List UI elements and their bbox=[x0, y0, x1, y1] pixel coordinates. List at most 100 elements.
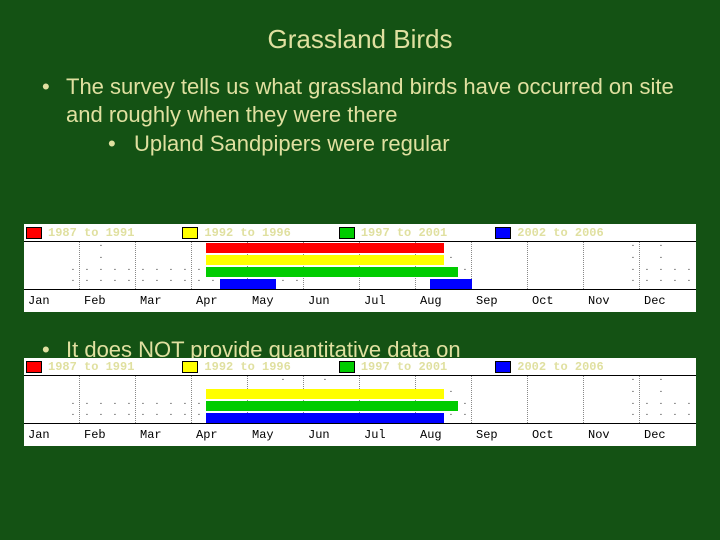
tick-cell bbox=[542, 242, 556, 254]
occurrence-bar bbox=[430, 279, 472, 289]
tick-cell bbox=[514, 277, 528, 289]
tick-cell bbox=[472, 400, 486, 412]
tick-cell bbox=[500, 242, 514, 254]
tick-cell bbox=[528, 277, 542, 289]
tick-cell bbox=[290, 376, 304, 388]
tick-cell: . bbox=[444, 254, 458, 266]
tick-cell bbox=[500, 277, 514, 289]
month-label: Aug bbox=[416, 290, 472, 312]
month-label: Feb bbox=[80, 424, 136, 446]
tick-cell: . bbox=[626, 411, 640, 423]
tick-cell bbox=[598, 400, 612, 412]
tick-cell bbox=[122, 376, 136, 388]
tick-cell bbox=[612, 388, 626, 400]
occurrence-bar bbox=[220, 279, 276, 289]
tick-cell bbox=[542, 254, 556, 266]
tick-cell bbox=[304, 376, 318, 388]
tick-cell bbox=[556, 254, 570, 266]
tick-cell bbox=[248, 376, 262, 388]
tick-cell bbox=[80, 242, 94, 254]
tick-cell bbox=[514, 376, 528, 388]
occurrence-chart: 1987 to 19911992 to 19961997 to 20012002… bbox=[24, 224, 696, 312]
tick-cell bbox=[346, 376, 360, 388]
legend-label: 1997 to 2001 bbox=[361, 226, 447, 240]
tick-cell: . bbox=[94, 254, 108, 266]
tick-cell bbox=[122, 388, 136, 400]
tick-cell: . bbox=[668, 411, 682, 423]
occurrence-bar bbox=[206, 267, 458, 277]
chart-legend: 1987 to 19911992 to 19961997 to 20012002… bbox=[24, 358, 696, 376]
tick-cell bbox=[500, 400, 514, 412]
tick-cell bbox=[66, 254, 80, 266]
tick-cell bbox=[24, 266, 38, 278]
tick-cell: . bbox=[640, 277, 654, 289]
tick-cell bbox=[304, 277, 318, 289]
tick-cell: . bbox=[178, 411, 192, 423]
tick-cell bbox=[38, 277, 52, 289]
tick-cell: . bbox=[626, 277, 640, 289]
tick-cell bbox=[584, 242, 598, 254]
tick-cell bbox=[556, 376, 570, 388]
tick-cell bbox=[94, 376, 108, 388]
legend-label: 1997 to 2001 bbox=[361, 360, 447, 374]
month-label: Jun bbox=[304, 424, 360, 446]
occurrence-bar bbox=[206, 255, 444, 265]
tick-cell bbox=[598, 266, 612, 278]
bullet-list: The survey tells us what grassland birds… bbox=[24, 73, 696, 158]
chart-timeline: ........................................… bbox=[24, 242, 696, 290]
tick-cell: . bbox=[654, 254, 668, 266]
tick-cell bbox=[556, 411, 570, 423]
tick-cell bbox=[542, 388, 556, 400]
tick-cell bbox=[486, 277, 500, 289]
tick-cell bbox=[570, 254, 584, 266]
tick-cell bbox=[458, 388, 472, 400]
legend-item: 1987 to 1991 bbox=[26, 360, 134, 374]
tick-cell bbox=[612, 254, 626, 266]
tick-cell bbox=[528, 400, 542, 412]
legend-swatch bbox=[182, 361, 198, 373]
month-label: Mar bbox=[136, 424, 192, 446]
tick-cell bbox=[206, 376, 220, 388]
month-label: Nov bbox=[584, 424, 640, 446]
legend-swatch bbox=[339, 361, 355, 373]
tick-cell bbox=[514, 411, 528, 423]
tick-cell bbox=[234, 376, 248, 388]
tick-cell bbox=[486, 388, 500, 400]
tick-cell bbox=[668, 388, 682, 400]
tick-cell: . bbox=[80, 277, 94, 289]
tick-cell bbox=[542, 376, 556, 388]
tick-cell bbox=[178, 254, 192, 266]
tick-cell bbox=[402, 277, 416, 289]
tick-cell: . bbox=[136, 411, 150, 423]
tick-cell bbox=[346, 277, 360, 289]
tick-cell bbox=[542, 400, 556, 412]
tick-cell bbox=[136, 242, 150, 254]
tick-cell bbox=[556, 400, 570, 412]
tick-cell bbox=[66, 242, 80, 254]
tick-cell bbox=[668, 254, 682, 266]
tick-cell bbox=[38, 266, 52, 278]
tick-cell: . bbox=[206, 277, 220, 289]
tick-cell: . bbox=[164, 411, 178, 423]
tick-cell bbox=[612, 266, 626, 278]
tick-cell bbox=[584, 376, 598, 388]
tick-cell bbox=[542, 277, 556, 289]
tick-cell bbox=[444, 242, 458, 254]
month-labels: JanFebMarAprMayJunJulAugSepOctNovDec bbox=[24, 290, 696, 312]
tick-cell bbox=[164, 242, 178, 254]
tick-cell bbox=[500, 411, 514, 423]
tick-cell bbox=[514, 400, 528, 412]
tick-cell bbox=[24, 388, 38, 400]
occurrence-bar bbox=[206, 401, 458, 411]
tick-cell bbox=[178, 242, 192, 254]
legend-label: 2002 to 2006 bbox=[517, 226, 603, 240]
page-title: Grassland Birds bbox=[24, 24, 696, 55]
tick-cell: . bbox=[66, 411, 80, 423]
occurrence-bar bbox=[206, 413, 444, 423]
tick-cell bbox=[360, 277, 374, 289]
tick-cell bbox=[556, 388, 570, 400]
tick-cell bbox=[682, 242, 696, 254]
month-label: Jan bbox=[24, 424, 80, 446]
tick-cell bbox=[150, 254, 164, 266]
tick-cell bbox=[640, 388, 654, 400]
